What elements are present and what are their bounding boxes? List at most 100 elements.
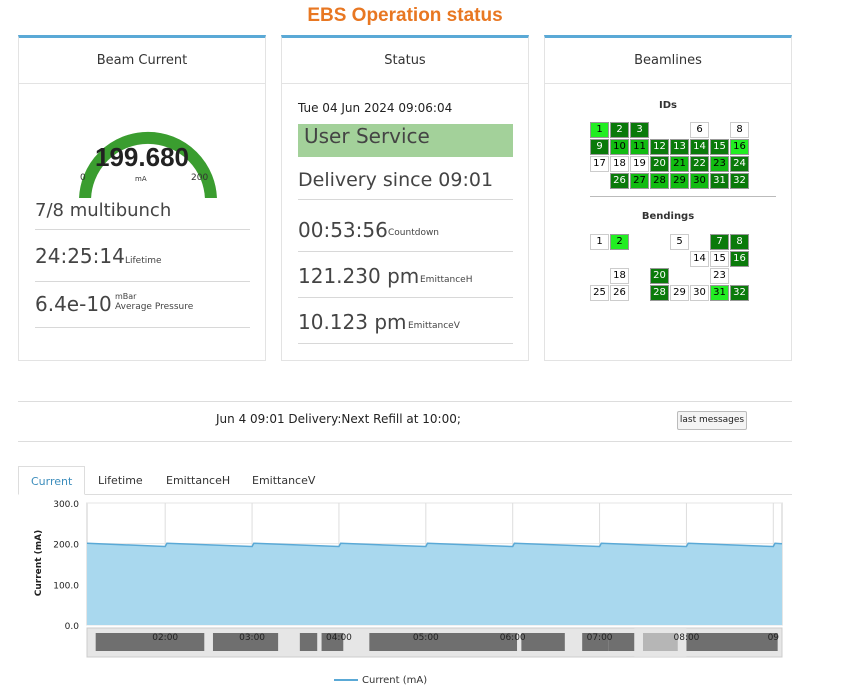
legend-label: Current (mA) (362, 675, 428, 686)
beamline-id-13[interactable]: 13 (670, 139, 689, 155)
beamline-id-17[interactable]: 17 (590, 156, 609, 172)
beamline-id-18[interactable]: 18 (610, 156, 629, 172)
y-tick-label: 0.0 (65, 622, 80, 632)
tab-emittanceh[interactable]: EmittanceH (166, 474, 231, 487)
beamline-id-16[interactable]: 16 (730, 139, 749, 155)
navigator-series-block (582, 633, 609, 651)
gauge-max: 200 (191, 173, 209, 183)
lifetime-label: Lifetime (125, 256, 162, 266)
beamline-id-26[interactable]: 26 (610, 173, 629, 189)
chart-tabs: Current Lifetime EmittanceH EmittanceV (18, 466, 792, 495)
beamline-id-10[interactable]: 10 (610, 139, 629, 155)
countdown-label: Countdown (388, 228, 440, 238)
y-tick-label: 100.0 (53, 581, 79, 591)
emittanceh-row: 121.230 pm EmittanceH (298, 252, 513, 298)
beamlines-header: Beamlines (545, 38, 791, 84)
emittanceh-value: 121.230 pm (298, 264, 420, 288)
delivery-row: Delivery since 09:01 (298, 162, 513, 200)
beamline-id-21[interactable]: 21 (670, 156, 689, 172)
pressure-value: 6.4e-10 (35, 292, 112, 316)
beamline-bending-14[interactable]: 14 (690, 251, 709, 267)
navigator-series-block (321, 633, 344, 651)
beam-current-panel: Beam Current 199.680 0 mA 200 7/8 multib… (18, 35, 266, 361)
beamline-bending-1[interactable]: 1 (590, 234, 609, 250)
x-tick-label: 09 (768, 633, 780, 643)
x-tick-label: 02:00 (152, 633, 178, 643)
beam-current-header: Beam Current (19, 38, 265, 84)
beamline-bending-26[interactable]: 26 (610, 285, 629, 301)
beamline-bending-20[interactable]: 20 (650, 268, 669, 284)
x-tick-label: 04:00 (326, 633, 352, 643)
tab-current[interactable]: Current (18, 466, 86, 495)
message-bar: Jun 4 09:01 Delivery:Next Refill at 10:0… (18, 401, 792, 442)
emittanceh-label: EmittanceH (420, 275, 473, 285)
beamline-bending-8[interactable]: 8 (730, 234, 749, 250)
gauge-value: 199.680 (95, 142, 189, 172)
beamline-id-28[interactable]: 28 (650, 173, 669, 189)
gauge-min: 0 (80, 173, 86, 183)
beamline-bending-31[interactable]: 31 (710, 285, 729, 301)
beamline-id-24[interactable]: 24 (730, 156, 749, 172)
beamline-bending-7[interactable]: 7 (710, 234, 729, 250)
tab-lifetime[interactable]: Lifetime (98, 474, 143, 487)
pressure-row: 6.4e-10 mBar Average Pressure (35, 282, 250, 328)
beamline-bending-2[interactable]: 2 (610, 234, 629, 250)
beamline-id-3[interactable]: 3 (630, 122, 649, 138)
beamline-id-6[interactable]: 6 (690, 122, 709, 138)
beamlines-divider (590, 196, 776, 197)
beamline-bending-28[interactable]: 28 (650, 285, 669, 301)
navigator-series-block (608, 633, 635, 651)
beam-current-gauge (79, 131, 217, 198)
beamline-id-14[interactable]: 14 (690, 139, 709, 155)
beamline-id-20[interactable]: 20 (650, 156, 669, 172)
beamline-bending-29[interactable]: 29 (670, 285, 689, 301)
page-title: EBS Operation status (307, 5, 503, 26)
beamline-id-12[interactable]: 12 (650, 139, 669, 155)
beamline-id-22[interactable]: 22 (690, 156, 709, 172)
beamline-id-8[interactable]: 8 (730, 122, 749, 138)
tab-emittancev[interactable]: EmittanceV (252, 474, 316, 487)
navigator-series-block (299, 633, 318, 651)
navigator-series-block (212, 633, 279, 651)
beamline-id-29[interactable]: 29 (670, 173, 689, 189)
gauge-fill (79, 131, 217, 198)
status-panel: Status Tue 04 Jun 2024 09:06:04 User Ser… (281, 35, 529, 361)
beamline-id-11[interactable]: 11 (630, 139, 649, 155)
legend-line (334, 679, 358, 681)
beamline-id-1[interactable]: 1 (590, 122, 609, 138)
beamline-id-27[interactable]: 27 (630, 173, 649, 189)
x-tick-label: 08:00 (673, 633, 699, 643)
beamline-id-31[interactable]: 31 (710, 173, 729, 189)
beamline-id-23[interactable]: 23 (710, 156, 729, 172)
series-line-current (86, 542, 783, 548)
bendings-title: Bendings (641, 211, 695, 222)
y-tick-label: 200.0 (53, 541, 79, 551)
beamline-id-19[interactable]: 19 (630, 156, 649, 172)
beamline-id-32[interactable]: 32 (730, 173, 749, 189)
navigator-series-block (521, 633, 565, 651)
beamline-bending-30[interactable]: 30 (690, 285, 709, 301)
beamline-bending-16[interactable]: 16 (730, 251, 749, 267)
filling-mode: 7/8 multibunch (35, 200, 172, 221)
beamline-id-15[interactable]: 15 (710, 139, 729, 155)
navigator-series-block (95, 633, 205, 651)
beamline-id-30[interactable]: 30 (690, 173, 709, 189)
last-messages-button[interactable]: last messages (677, 411, 747, 430)
navigator-series-block (643, 633, 678, 651)
pressure-label: Average Pressure (115, 302, 194, 312)
y-tick-label: 300.0 (53, 500, 79, 510)
beamline-bending-18[interactable]: 18 (610, 268, 629, 284)
pressure-unit: mBar (115, 292, 137, 301)
lifetime-value: 24:25:14 (35, 244, 125, 268)
beamline-bending-32[interactable]: 32 (730, 285, 749, 301)
beamline-bending-25[interactable]: 25 (590, 285, 609, 301)
lifetime-row: 24:25:14 Lifetime (35, 230, 250, 282)
navigator-window (634, 628, 687, 657)
beamline-id-2[interactable]: 2 (610, 122, 629, 138)
beamline-bending-23[interactable]: 23 (710, 268, 729, 284)
beamlines-panel: Beamlines IDs Bendings 1 2 3 6 8 9 10 11 12 13 14 1… (544, 35, 792, 361)
beamline-id-9[interactable]: 9 (590, 139, 609, 155)
y-axis-label: Current (mA) (34, 530, 44, 596)
beamline-bending-15[interactable]: 15 (710, 251, 729, 267)
beamline-bending-5[interactable]: 5 (670, 234, 689, 250)
